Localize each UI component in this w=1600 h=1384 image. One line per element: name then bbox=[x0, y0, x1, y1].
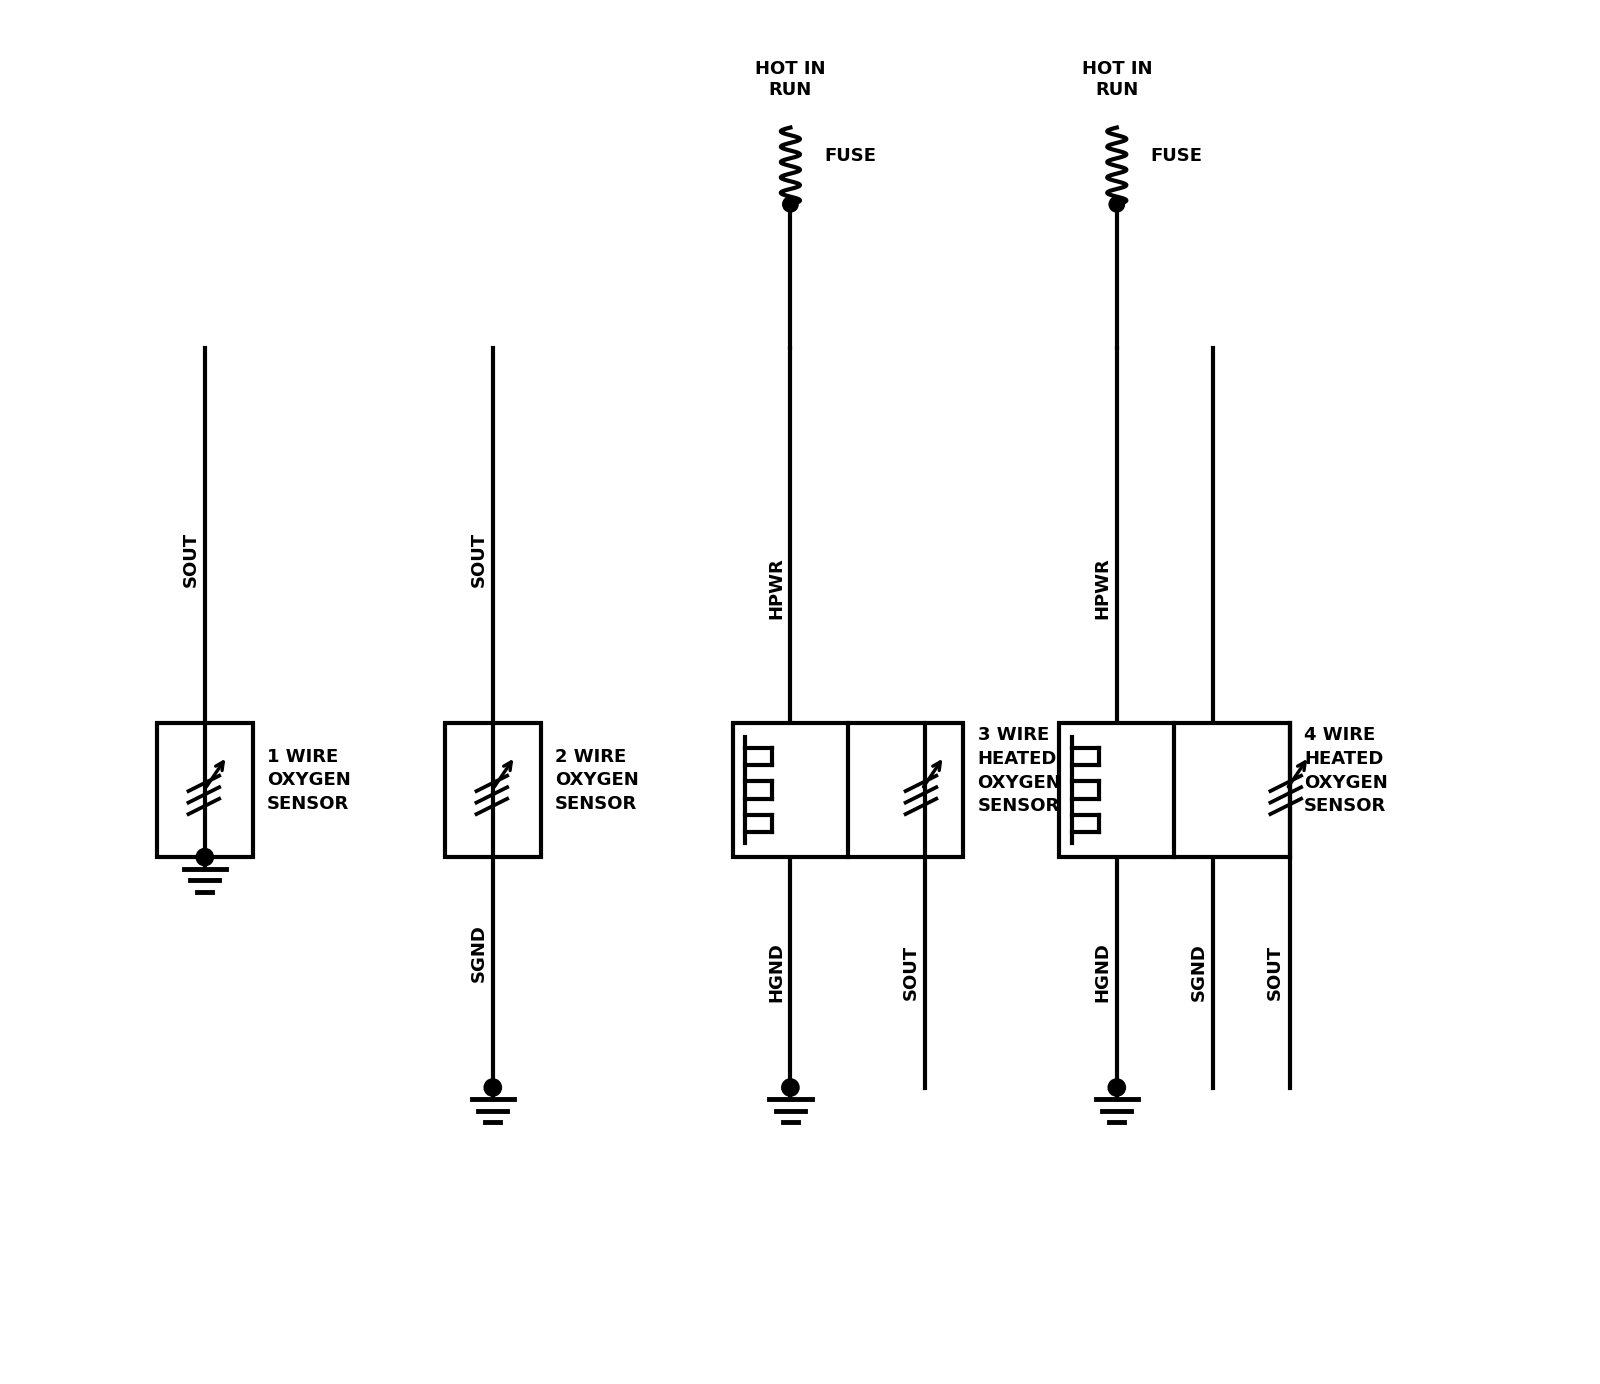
Text: HOT IN
RUN: HOT IN RUN bbox=[1082, 60, 1152, 98]
Text: HGND: HGND bbox=[766, 943, 786, 1002]
Circle shape bbox=[1109, 197, 1125, 212]
Bar bbox=[445, 722, 541, 857]
Circle shape bbox=[782, 197, 798, 212]
Text: FUSE: FUSE bbox=[824, 147, 877, 165]
Text: 1 WIRE
OXYGEN
SENSOR: 1 WIRE OXYGEN SENSOR bbox=[267, 747, 350, 812]
Text: HGND: HGND bbox=[1093, 943, 1112, 1002]
Text: SGND: SGND bbox=[1189, 944, 1208, 1001]
Text: 3 WIRE
HEATED
OXYGEN
SENSOR: 3 WIRE HEATED OXYGEN SENSOR bbox=[978, 727, 1061, 815]
Text: SGND: SGND bbox=[469, 925, 488, 983]
Text: SOUT: SOUT bbox=[1266, 945, 1285, 999]
Text: FUSE: FUSE bbox=[1150, 147, 1203, 165]
Circle shape bbox=[782, 1080, 798, 1096]
Text: HPWR: HPWR bbox=[1093, 558, 1112, 619]
Text: HPWR: HPWR bbox=[766, 558, 786, 619]
Bar bbox=[157, 722, 253, 857]
Text: 4 WIRE
HEATED
OXYGEN
SENSOR: 4 WIRE HEATED OXYGEN SENSOR bbox=[1304, 727, 1387, 815]
Bar bbox=[733, 722, 963, 857]
Circle shape bbox=[485, 1080, 501, 1096]
Bar bbox=[1059, 722, 1290, 857]
Text: HOT IN
RUN: HOT IN RUN bbox=[755, 60, 826, 98]
Text: 2 WIRE
OXYGEN
SENSOR: 2 WIRE OXYGEN SENSOR bbox=[555, 747, 638, 812]
Circle shape bbox=[1109, 1080, 1125, 1096]
Text: SOUT: SOUT bbox=[469, 531, 488, 587]
Text: SOUT: SOUT bbox=[901, 945, 920, 999]
Circle shape bbox=[197, 848, 213, 866]
Text: SOUT: SOUT bbox=[181, 531, 200, 587]
